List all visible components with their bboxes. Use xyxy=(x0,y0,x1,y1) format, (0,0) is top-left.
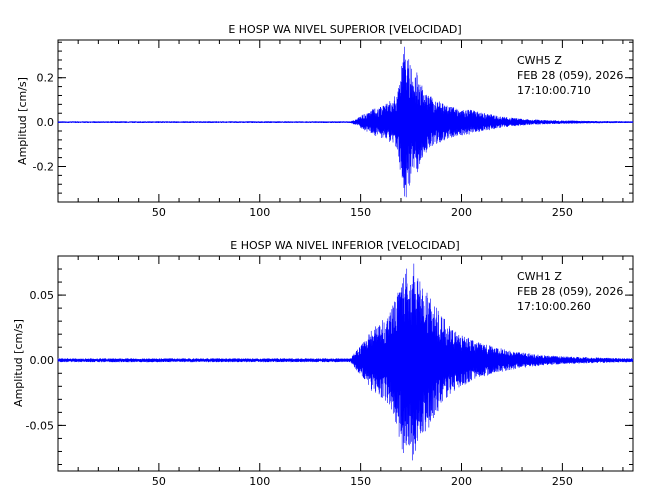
upper-x-tick-label: 50 xyxy=(152,206,166,219)
upper-y-tick-label: 0.2 xyxy=(37,72,55,85)
lower-x-tick-label: 100 xyxy=(249,475,270,488)
lower-x-tick-label: 250 xyxy=(552,475,573,488)
lower-date-label: FEB 28 (059), 2026 xyxy=(517,285,623,298)
lower-panel: E HOSP WA NIVEL INFERIOR [VELOCIDAD] 50 1… xyxy=(12,239,634,488)
upper-y-tick-label: -0.2 xyxy=(33,160,54,173)
upper-date-label: FEB 28 (059), 2026 xyxy=(517,69,623,82)
lower-y-tick-label: 0.00 xyxy=(30,354,55,367)
upper-panel: E HOSP WA NIVEL SUPERIOR [VELOCIDAD] 50 1… xyxy=(16,23,634,219)
lower-y-axis-label: Amplitud [cm/s] xyxy=(12,319,25,407)
upper-x-tick-label: 100 xyxy=(249,206,270,219)
lower-y-tick-label: -0.05 xyxy=(26,419,54,432)
lower-chart-title: E HOSP WA NIVEL INFERIOR [VELOCIDAD] xyxy=(230,239,459,252)
upper-waveform xyxy=(57,46,634,198)
upper-plot-frame xyxy=(57,39,634,203)
upper-station-label: CWH5 Z xyxy=(517,54,562,67)
lower-plot-frame xyxy=(57,255,634,472)
lower-waveform-line xyxy=(57,263,634,461)
upper-axis-ticks: 50 100 150 200 250 0.2 0.0 -0.2 xyxy=(33,40,633,219)
upper-x-tick-label: 250 xyxy=(552,206,573,219)
lower-x-tick-label: 200 xyxy=(451,475,472,488)
lower-y-tick-label: 0.05 xyxy=(30,289,55,302)
lower-x-tick-label: 50 xyxy=(152,475,166,488)
lower-station-label: CWH1 Z xyxy=(517,270,562,283)
upper-x-tick-label: 150 xyxy=(350,206,371,219)
upper-chart-title: E HOSP WA NIVEL SUPERIOR [VELOCIDAD] xyxy=(228,23,461,36)
lower-time-label: 17:10:00.260 xyxy=(517,300,591,313)
upper-y-axis-label: Amplitud [cm/s] xyxy=(16,77,29,165)
upper-waveform-line xyxy=(57,46,634,198)
upper-x-tick-label: 200 xyxy=(451,206,472,219)
upper-y-tick-label: 0.0 xyxy=(37,116,55,129)
lower-axis-ticks: 50 100 150 200 250 0.05 0.00 -0.05 xyxy=(26,255,633,488)
lower-x-tick-label: 150 xyxy=(350,475,371,488)
upper-time-label: 17:10:00.710 xyxy=(517,84,591,97)
lower-waveform xyxy=(57,263,634,461)
